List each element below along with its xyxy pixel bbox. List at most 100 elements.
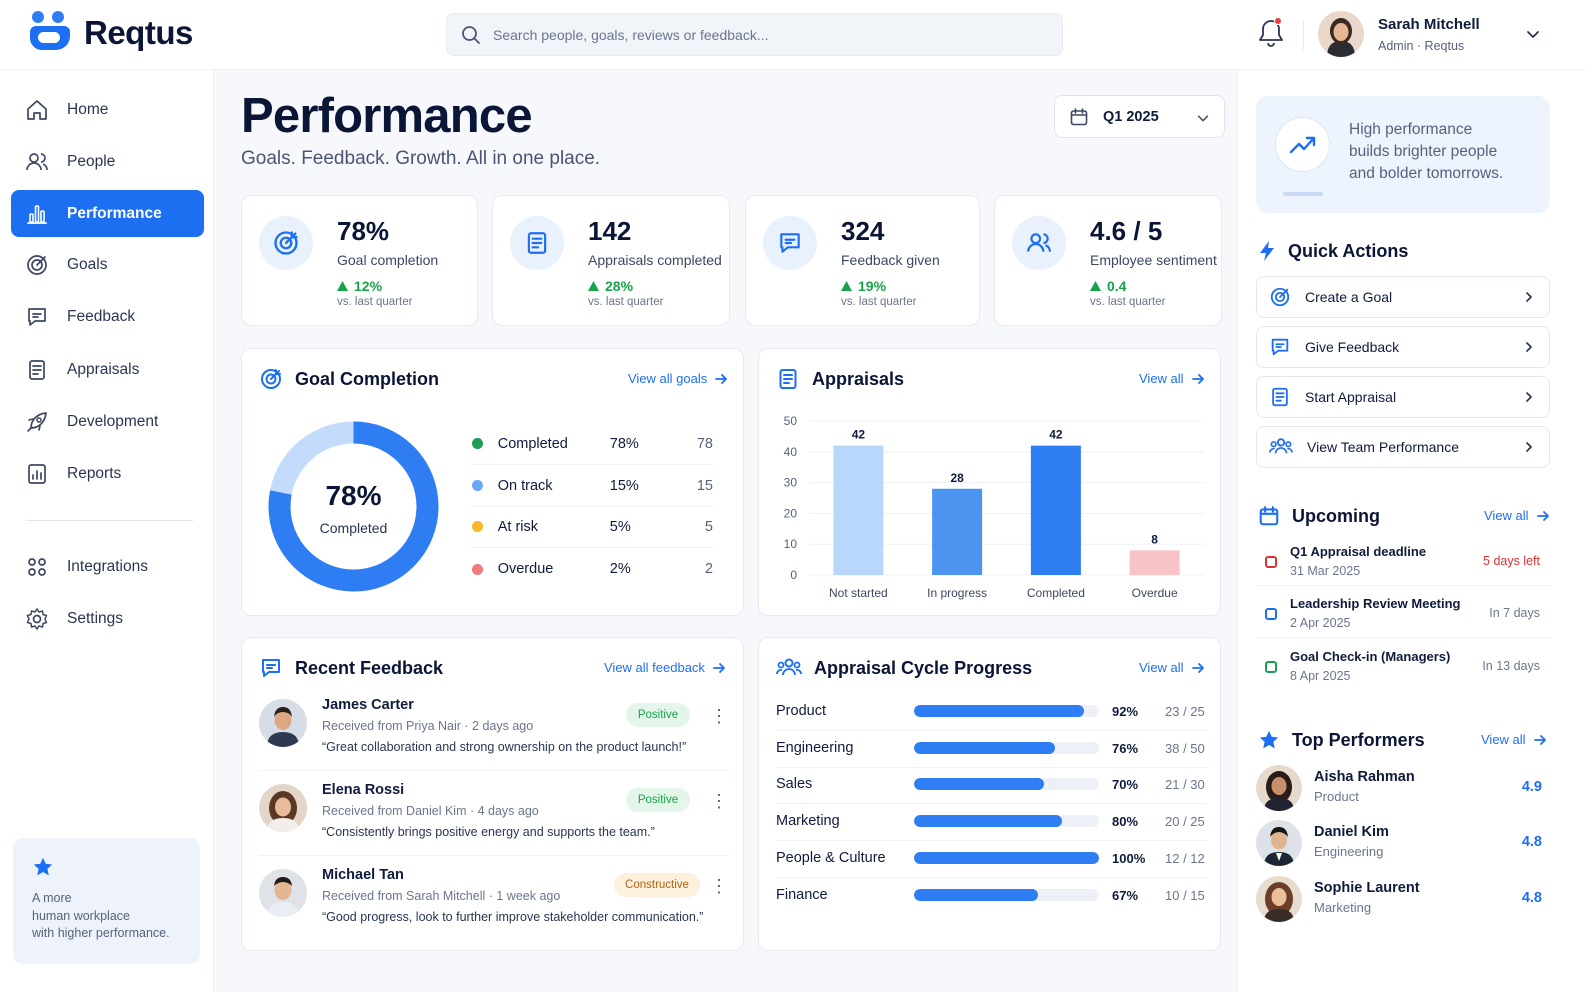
performer-item[interactable]: Aisha Rahman Product 4.9	[1256, 763, 1550, 813]
avatar	[259, 699, 307, 747]
y-tick-label: 50	[784, 414, 798, 428]
sidebar-item-performance[interactable]: Performance	[11, 190, 204, 237]
sidebar-item-home[interactable]: Home	[11, 86, 204, 133]
performer-score: 4.9	[1521, 779, 1542, 795]
goal-completion-card: Goal Completion View all goals 78% Compl…	[241, 348, 744, 616]
x-tick-label: Overdue	[1132, 586, 1178, 600]
bar	[1129, 550, 1180, 575]
sidebar-item-label: Reports	[67, 464, 122, 482]
search-input[interactable]	[493, 26, 1033, 43]
lightning-icon	[1258, 240, 1276, 262]
view-all-cycle-link[interactable]: View all	[1139, 660, 1205, 675]
top-bar: Reqtus Sarah Mitchell Admin · Reqtus	[0, 0, 1586, 70]
upcoming-title: Leadership Review Meeting	[1290, 596, 1461, 611]
sidebar-item-settings[interactable]: Settings	[11, 595, 204, 642]
bar	[1030, 445, 1081, 575]
progress-fill	[914, 742, 1055, 754]
view-all-goals-link[interactable]: View all goals	[628, 371, 728, 386]
stat-label: Employee sentiment	[1090, 252, 1217, 268]
quick-actions-title: Quick Actions	[1258, 240, 1408, 262]
page-subtitle: Goals. Feedback. Growth. All in one plac…	[241, 148, 601, 169]
chat-icon	[1269, 336, 1291, 358]
view-all-appraisals-link[interactable]: View all	[1139, 371, 1205, 386]
target-icon	[1269, 286, 1291, 308]
goal-donut-chart	[268, 421, 439, 592]
notifications-button[interactable]	[1256, 17, 1288, 51]
quick-action-give-feedback[interactable]: Give Feedback	[1256, 326, 1550, 368]
document-icon	[510, 216, 564, 270]
stat-delta: 28%	[588, 278, 633, 294]
performer-item[interactable]: Daniel Kim Engineering 4.8	[1256, 818, 1550, 868]
bar-chart-icon	[25, 202, 49, 226]
sidebar-item-label: People	[67, 152, 116, 170]
sidebar-item-development[interactable]: Development	[11, 398, 204, 445]
sidebar-item-people[interactable]: People	[11, 138, 204, 185]
feedback-item[interactable]: Michael Tan Received from Sarah Mitchell…	[259, 867, 729, 951]
chevron-down-icon[interactable]	[1525, 26, 1541, 42]
quick-action-create-goal[interactable]: Create a Goal	[1256, 276, 1550, 318]
sidebar-item-label: Home	[67, 100, 109, 118]
stat-compare: vs. last quarter	[841, 296, 917, 308]
legend-row: Overdue 2% 2	[470, 548, 713, 590]
hero-banner: High performance builds brighter people …	[1256, 96, 1550, 213]
upcoming-item[interactable]: Q1 Appraisal deadline 31 Mar 2025 5 days…	[1256, 538, 1550, 586]
search-bar[interactable]	[446, 13, 1063, 56]
quick-action-start-appraisal[interactable]: Start Appraisal	[1256, 376, 1550, 418]
feedback-name: Elena Rossi	[322, 782, 405, 798]
period-select[interactable]: Q1 2025	[1054, 95, 1225, 138]
more-options-icon[interactable]: ⋮	[710, 706, 728, 726]
sidebar-item-reports[interactable]: Reports	[11, 450, 204, 497]
user-menu[interactable]: Sarah Mitchell Admin · Reqtus	[1318, 11, 1480, 57]
star-icon	[1258, 729, 1280, 751]
sidebar-item-appraisals[interactable]: Appraisals	[11, 346, 204, 393]
quick-action-team-performance[interactable]: View Team Performance	[1256, 426, 1550, 468]
view-all-feedback-link[interactable]: View all feedback	[604, 660, 726, 675]
view-all-performers-link[interactable]: View all	[1481, 732, 1547, 747]
chevron-down-icon	[1196, 111, 1210, 125]
view-all-upcoming-link[interactable]: View all	[1484, 508, 1550, 523]
feedback-item[interactable]: Elena Rossi Received from Daniel Kim · 4…	[259, 782, 729, 866]
more-options-icon[interactable]: ⋮	[710, 876, 728, 896]
stat-value: 142	[588, 216, 632, 246]
user-role: Admin · Reqtus	[1378, 38, 1465, 53]
user-avatar	[1318, 11, 1364, 57]
status-indicator	[1265, 556, 1277, 568]
target-icon	[259, 367, 283, 391]
people-icon	[25, 150, 49, 174]
progress-bar	[914, 742, 1099, 754]
progress-row: Engineering 76% 38 / 50	[776, 731, 1206, 768]
sidebar-item-goals[interactable]: Goals	[11, 241, 204, 288]
upcoming-item[interactable]: Goal Check-in (Managers) 8 Apr 2025 In 1…	[1256, 643, 1550, 691]
performer-item[interactable]: Sophie Laurent Marketing 4.8	[1256, 874, 1550, 924]
x-tick-label: Completed	[1027, 586, 1085, 600]
stat-label: Goal completion	[337, 252, 439, 268]
rocket-icon	[25, 410, 49, 434]
sidebar-item-feedback[interactable]: Feedback	[11, 293, 204, 340]
upcoming-due: In 7 days	[1489, 606, 1540, 620]
feedback-item[interactable]: James Carter Received from Priya Nair · …	[259, 697, 729, 781]
hero-accent	[1283, 192, 1323, 196]
donut-completed-arc	[268, 421, 439, 592]
arrow-right-icon	[1533, 734, 1547, 746]
document-icon	[776, 367, 800, 391]
arrow-right-icon	[715, 373, 728, 385]
status-indicator	[1265, 661, 1277, 673]
upcoming-item[interactable]: Leadership Review Meeting 2 Apr 2025 In …	[1256, 590, 1550, 638]
feedback-meta: Received from Priya Nair · 2 days ago	[322, 719, 534, 733]
chevron-right-icon	[1523, 441, 1535, 453]
chat-icon	[763, 216, 817, 270]
donut-center-label: Completed	[319, 520, 388, 536]
y-tick-label: 0	[790, 568, 797, 582]
app-logo[interactable]: Reqtus	[26, 10, 193, 56]
y-tick-label: 20	[784, 506, 798, 520]
user-name: Sarah Mitchell	[1378, 15, 1480, 33]
stat-value: 324	[841, 216, 885, 246]
sidebar-item-integrations[interactable]: Integrations	[11, 543, 204, 590]
divider	[259, 855, 729, 856]
chevron-right-icon	[1523, 391, 1535, 403]
progress-fill	[914, 889, 1038, 901]
stat-value: 78%	[337, 216, 390, 246]
more-options-icon[interactable]: ⋮	[710, 791, 728, 811]
feedback-meta: Received from Sarah Mitchell · 1 week ag…	[322, 889, 561, 903]
sidebar: Home People Performance Goals Feedback A…	[0, 70, 214, 992]
